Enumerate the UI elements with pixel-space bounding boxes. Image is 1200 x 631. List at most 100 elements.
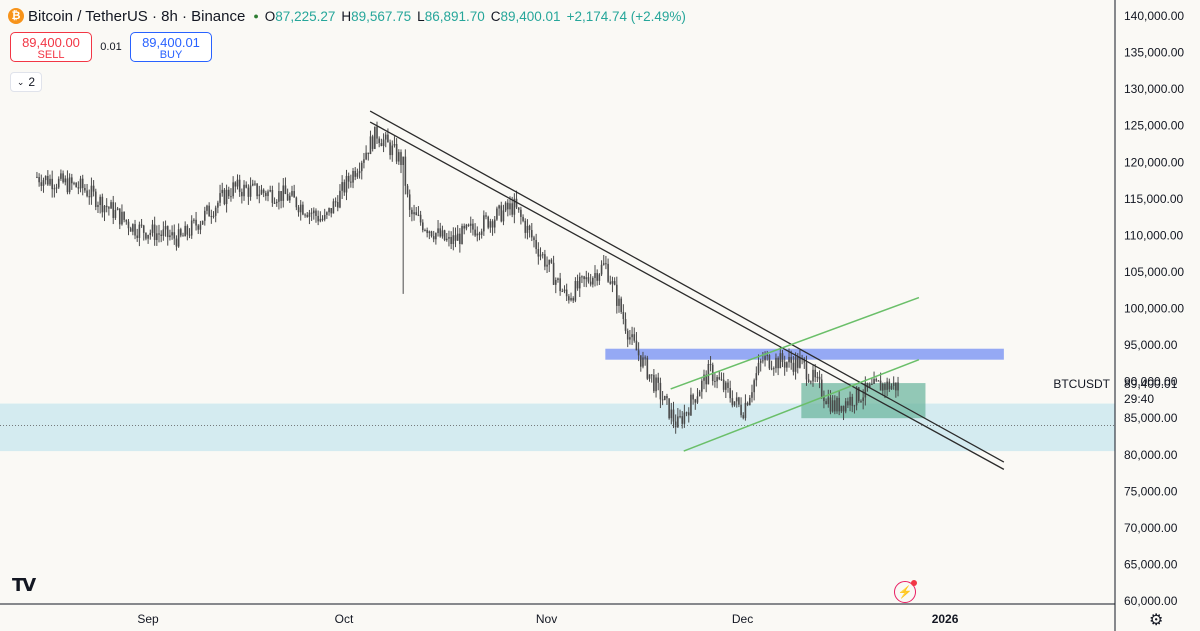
- candle-body: [142, 225, 145, 233]
- symbol-header: ₿ Bitcoin / TetherUS · 8h · Binance ● O8…: [8, 6, 686, 26]
- candle-body: [210, 216, 213, 218]
- candle-body: [400, 152, 402, 165]
- candle-body: [757, 362, 760, 374]
- candle-body: [138, 224, 141, 238]
- candle-body: [312, 210, 315, 214]
- candle-body: [398, 152, 400, 162]
- candle-body: [286, 193, 289, 201]
- price-tick-label: 80,000.00: [1124, 448, 1178, 462]
- candle-body: [766, 355, 769, 357]
- candle-body: [234, 182, 237, 187]
- candle-body: [714, 380, 716, 382]
- candle-body: [790, 356, 793, 363]
- candle-body: [522, 216, 524, 221]
- candle-body: [600, 264, 603, 275]
- candle-body: [572, 298, 575, 301]
- candle-body: [149, 232, 152, 235]
- candle-body: [744, 402, 747, 419]
- candle-body: [406, 185, 409, 195]
- candle-body: [208, 205, 210, 217]
- candle-body: [258, 194, 261, 197]
- candle-body: [140, 224, 143, 226]
- candle-body: [118, 208, 121, 225]
- candle-body: [796, 357, 799, 368]
- candle-body: [88, 196, 91, 198]
- candle-body: [690, 394, 692, 416]
- candle-body: [193, 219, 195, 221]
- candle-body: [195, 219, 197, 226]
- candle-body: [201, 220, 204, 225]
- candle-body: [810, 381, 812, 383]
- candle-body: [831, 400, 834, 412]
- candle-body: [829, 397, 832, 412]
- candle-body: [188, 234, 191, 236]
- candle-body: [369, 136, 372, 155]
- candle-body: [112, 202, 115, 218]
- candle-body: [541, 254, 544, 256]
- candle-body: [339, 190, 341, 208]
- candle-body: [75, 182, 77, 188]
- candle-body: [62, 173, 64, 183]
- bitcoin-coin-icon[interactable]: ₿: [8, 8, 24, 24]
- candle-body: [236, 179, 239, 187]
- candle-body: [38, 177, 40, 183]
- candle-body: [847, 401, 849, 406]
- candle-body: [173, 232, 176, 239]
- candle-body: [256, 183, 258, 197]
- candle-body: [190, 220, 193, 236]
- order-quantity[interactable]: 0.01: [100, 41, 122, 53]
- candle-body: [162, 229, 165, 236]
- chevron-down-icon: ⌄: [16, 76, 25, 87]
- candle-body: [391, 145, 394, 156]
- candle-body: [552, 262, 555, 285]
- candle-body: [81, 178, 84, 188]
- candle-body: [487, 216, 489, 228]
- buy-button[interactable]: 89,400.01 BUY: [130, 32, 212, 62]
- candle-body: [295, 197, 298, 208]
- candle-body: [421, 222, 424, 231]
- candle-body: [271, 189, 274, 203]
- price-tick-label: 95,000.00: [1124, 338, 1178, 352]
- descending-trendline: [369, 121, 1005, 470]
- market-open-dot-icon: ●: [253, 11, 259, 21]
- candle-body: [642, 357, 644, 367]
- candle-body: [304, 214, 306, 216]
- candle-body: [230, 196, 232, 198]
- lightning-icon[interactable]: ⚡: [894, 580, 917, 603]
- candle-body: [445, 238, 448, 241]
- symbol-title[interactable]: Bitcoin / TetherUS · 8h · Binance: [28, 7, 246, 25]
- sell-button[interactable]: 89,400.00 SELL: [10, 32, 92, 62]
- candle-body: [424, 230, 426, 232]
- candle-body: [485, 215, 487, 217]
- candle-body: [618, 298, 620, 306]
- candle-body: [594, 273, 596, 278]
- candle-body: [469, 223, 472, 226]
- candle-body: [108, 207, 110, 209]
- candle-body: [598, 274, 601, 281]
- candle-body: [347, 175, 350, 182]
- candle-body: [596, 273, 598, 281]
- candle-body: [807, 379, 810, 382]
- candle-body: [297, 207, 300, 213]
- tradingview-logo-icon[interactable]: TV: [12, 575, 36, 596]
- candle-body: [537, 249, 540, 257]
- candle-body: [127, 221, 130, 229]
- candle-body: [825, 401, 827, 404]
- candle-body: [317, 215, 319, 222]
- candle-body: [323, 214, 326, 220]
- candle-body: [751, 392, 753, 398]
- candle-body: [792, 362, 795, 372]
- candle-body: [635, 340, 638, 351]
- candle-body: [781, 353, 784, 362]
- candle-body: [565, 289, 568, 297]
- candle-body: [620, 298, 622, 312]
- candle-body: [280, 191, 282, 201]
- candle-body: [626, 330, 629, 340]
- gear-icon[interactable]: ⚙: [1149, 612, 1164, 629]
- candle-body: [762, 360, 764, 362]
- indicators-toggle[interactable]: ⌄ 2: [10, 72, 42, 92]
- candle-body: [892, 382, 895, 386]
- descending-trendline: [369, 110, 1005, 463]
